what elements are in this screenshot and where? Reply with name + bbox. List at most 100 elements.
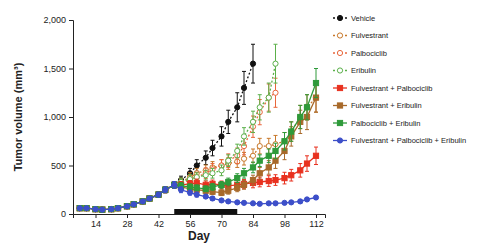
error-bar-cap [305,171,309,172]
error-bar-cap [258,154,262,155]
data-point [226,199,231,204]
error-bar-cap [235,121,239,122]
error-bar [172,182,176,189]
series-line [80,98,316,210]
error-bar-cap [220,175,224,176]
error-bar-cap [267,112,271,113]
x-tick-label: 56 [185,219,195,229]
data-point [313,195,318,200]
error-bar-cap [258,179,262,180]
data-point [77,206,82,211]
error-bar-cap [242,145,246,146]
error-bar-cap [179,176,183,177]
error-bar-cap [220,159,224,160]
error-bar-cap [251,187,255,188]
error-bar [235,144,239,158]
data-point [140,199,145,204]
error-bar [188,190,192,195]
data-point [140,199,145,204]
data-point [163,187,168,192]
data-point [241,134,246,139]
error-bar [172,182,176,189]
y-tick-label: 1,500 [43,64,66,74]
data-point [156,192,161,197]
error-bar [188,184,192,190]
legend-item: Fulvestrant + Palbociclib + Eribulin [333,136,466,145]
data-point [298,168,303,173]
error-bar-cap [220,126,224,127]
legend-marker [337,120,342,125]
data-point [147,196,152,201]
data-point [172,182,177,187]
data-point [93,207,98,212]
error-bar [226,187,230,194]
error-bar [289,122,293,141]
data-point [140,199,145,204]
data-point [93,207,98,212]
data-point [84,206,89,211]
data-point [156,192,161,197]
data-point [304,197,309,202]
data-point [210,171,215,176]
error-bar-cap [274,135,278,136]
data-point [219,168,224,173]
error-bar [211,168,215,178]
data-point [210,145,215,150]
error-bar [179,176,183,184]
error-bar-cap [226,153,230,154]
error-bar-cap [274,168,278,169]
error-bar [274,175,278,186]
error-bar-cap [289,181,293,182]
error-bar [148,197,152,201]
error-bar-cap [274,44,278,45]
error-bar-cap [226,166,230,167]
legend-item: Palbociclib + Eribulin [333,119,420,128]
data-point [100,207,105,212]
error-bar [172,182,176,189]
data-point [100,207,105,212]
error-bar-cap [226,167,230,168]
error-bar [163,187,167,193]
y-tick-label: 2,000 [43,15,66,25]
data-point [84,206,89,211]
data-point [266,144,271,149]
data-point [163,187,168,192]
data-point [124,204,129,209]
error-bar-cap [242,127,246,128]
data-point [273,148,278,153]
error-bar-cap [258,119,262,120]
error-bar [289,122,293,141]
data-point [163,187,168,192]
data-point [257,144,262,149]
y-tick-label: 0 [61,209,66,219]
data-point [109,207,114,212]
error-bar-cap [204,180,208,181]
data-point [93,207,98,212]
data-point [172,182,177,187]
data-point [194,185,199,190]
error-bar-cap [204,167,208,168]
data-point [115,206,120,211]
data-point [257,201,262,206]
error-bar-cap [235,191,239,192]
error-bar-cap [220,188,224,189]
error-bar [235,174,239,183]
series [77,83,318,212]
error-bar [242,180,246,189]
data-point [124,204,129,209]
series [77,83,318,212]
error-bar [305,156,309,172]
error-bar-cap [242,178,246,179]
error-bar-cap [204,170,208,171]
data-point [226,119,231,124]
error-bar [148,197,152,201]
x-tick-mark [190,214,191,218]
x-tick: 70 [217,214,227,229]
error-bar-cap [298,133,302,134]
error-bar [226,178,230,186]
error-bar-cap [258,167,262,168]
series-line [80,83,316,210]
error-bar [274,143,278,159]
data-point [131,202,136,207]
data-point [250,201,255,206]
